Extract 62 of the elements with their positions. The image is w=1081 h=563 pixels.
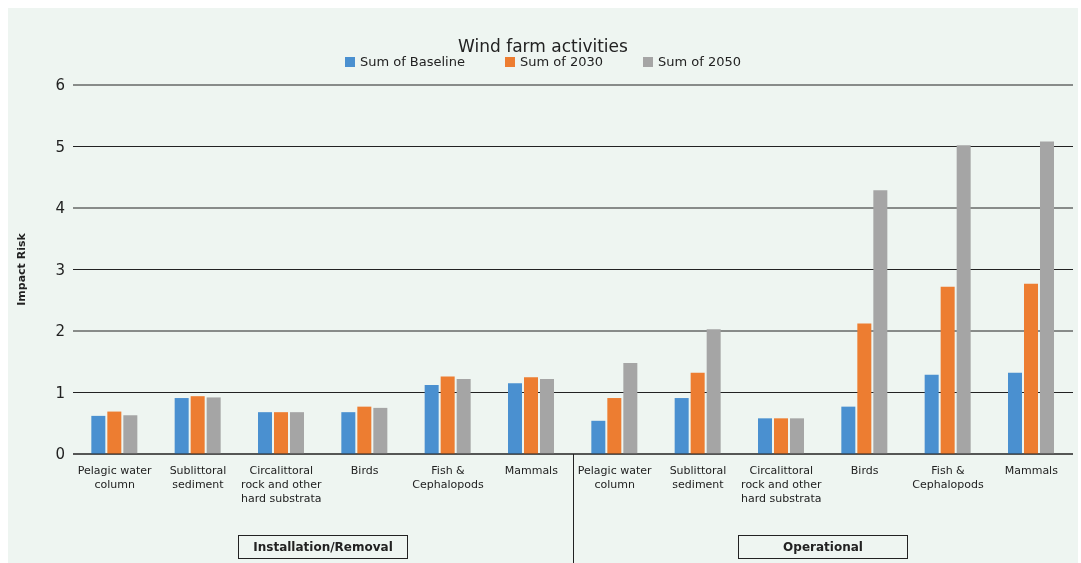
bar [706,329,721,454]
bar [91,415,106,454]
bar [857,323,872,454]
x-tick-label: Circalittoral rock and other hard substrata [241,464,323,505]
bar [924,374,939,454]
x-tick-label: Pelagic water column [577,464,653,491]
x-tick-label: Pelagic water column [77,464,153,491]
bar [591,420,606,454]
x-tick-label: Circalittoral rock and other hard substrata [741,464,823,505]
bar [123,415,138,454]
bar [607,398,622,454]
bar [940,286,955,454]
bar [841,406,856,454]
x-tick-label: Fish & Cephalopods [412,464,484,491]
x-tick-label: Fish & Cephalopods [912,464,984,491]
bar [1040,141,1054,454]
chart-title: Wind farm activities [458,36,628,56]
bar [873,190,888,454]
bar [373,407,388,454]
x-tick-label: Sublittoral sediment [169,464,227,491]
bar [1024,283,1038,454]
y-tick-label: 6 [55,76,65,95]
bar [524,377,538,454]
x-tick-label: Mammals [1004,464,1059,477]
x-tick-label: Sublittoral sediment [669,464,727,491]
bar [623,362,638,454]
bar [274,412,288,454]
bar [174,398,189,454]
bar [540,378,554,454]
bar [956,145,971,454]
bar [107,411,122,454]
bar [290,412,304,454]
y-axis-title: Impact Risk [14,232,28,306]
bar [206,397,221,454]
bar [424,385,439,454]
bar [190,396,205,454]
text: Installation/Removal [238,535,408,559]
bar [508,383,522,454]
bar [456,378,471,454]
bar [258,412,272,454]
y-tick-label: 1 [55,383,65,402]
y-tick-label: 0 [55,445,65,464]
bar [440,376,455,454]
x-tick-label: Birds [350,464,379,477]
bar [1008,372,1022,454]
text: Operational [738,535,908,559]
legend-label: Sum of Baseline [358,54,465,69]
bar [790,418,804,454]
y-tick-label: 2 [55,322,65,341]
bar [357,406,372,454]
y-tick-label: 4 [55,199,65,218]
y-tick-label: 3 [55,260,65,279]
bar [690,372,705,454]
bar [758,418,772,454]
legend-label: Sum of 2050 [657,54,742,69]
bar [341,412,356,454]
x-tick-label: Birds [850,464,879,477]
y-tick-label: 5 [55,137,65,156]
x-tick-label: Mammals [504,464,559,477]
bar [774,418,788,454]
bar [674,398,689,454]
legend-label: Sum of 2030 [519,54,604,69]
